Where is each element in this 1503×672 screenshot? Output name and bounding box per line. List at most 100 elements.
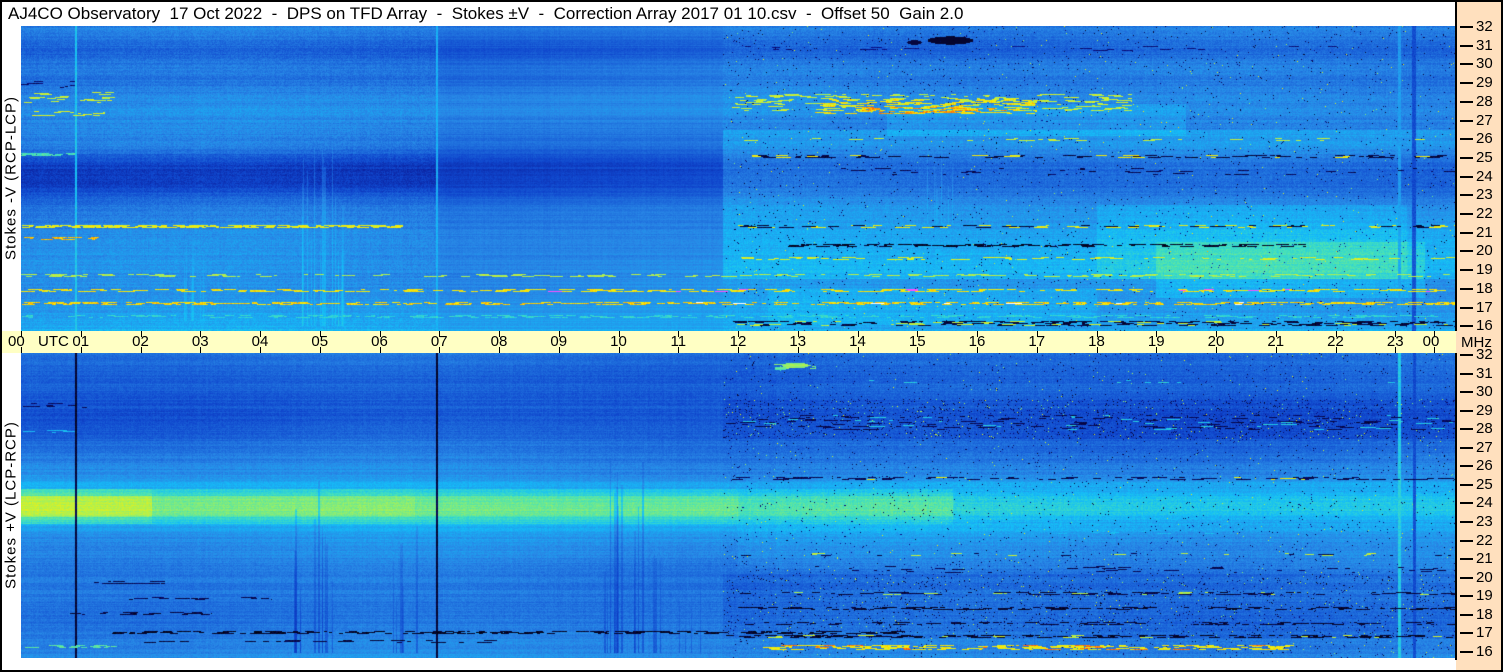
time-tick-label: 00 xyxy=(1422,333,1440,350)
freq-tick-label: 21 xyxy=(1476,550,1493,568)
freq-tick-label: 19 xyxy=(1476,587,1493,605)
time-tick-label: 15 xyxy=(908,333,926,350)
freq-tick xyxy=(1460,325,1473,328)
freq-tick-label: 31 xyxy=(1476,36,1493,54)
time-tick xyxy=(80,347,82,353)
freq-tick-label: 26 xyxy=(1476,130,1493,148)
time-axis-unit-label: UTC xyxy=(38,333,69,350)
time-tick xyxy=(319,347,321,353)
time-tick xyxy=(260,331,261,337)
time-tick-label: 22 xyxy=(1327,333,1344,350)
freq-tick xyxy=(1460,287,1473,290)
time-tick-label: 08 xyxy=(490,333,508,350)
freq-tick xyxy=(1460,372,1473,375)
freq-tick-label: 27 xyxy=(1476,438,1493,456)
time-tick xyxy=(618,331,620,337)
freq-tick xyxy=(1460,175,1473,178)
time-tick xyxy=(558,331,560,337)
time-tick xyxy=(1275,347,1277,353)
time-tick xyxy=(260,347,261,353)
freq-tick xyxy=(1460,82,1473,85)
freq-tick xyxy=(1460,446,1473,449)
time-tick xyxy=(678,347,680,353)
time-tick-label: 20 xyxy=(1207,333,1225,350)
time-tick xyxy=(977,331,978,337)
freq-tick xyxy=(1460,632,1473,635)
time-tick xyxy=(80,331,82,337)
axis-separator-line xyxy=(1455,353,1457,660)
ylabel-stokes-plus-v: Stokes +V (LCP-RCP) xyxy=(2,421,20,589)
freq-tick xyxy=(1460,119,1473,122)
freq-tick-label: 20 xyxy=(1476,568,1493,586)
time-tick-label: 18 xyxy=(1088,333,1105,350)
time-tick xyxy=(1275,331,1277,337)
freq-tick xyxy=(1460,483,1473,486)
time-tick xyxy=(499,347,500,353)
frequency-unit-label: MHz xyxy=(1461,334,1492,351)
time-tick xyxy=(439,331,441,337)
time-tick xyxy=(1216,331,1217,337)
freq-tick-label: 28 xyxy=(1476,92,1493,110)
frequency-axis: 32 31 30 29 28 27 26 25 24 23 22 21 20 19 18 17 16 32 31 30… xyxy=(1456,2,1501,670)
time-tick-label: 21 xyxy=(1267,333,1285,350)
ylabel-stokes-minus-v: Stokes -V (RCP-LCP) xyxy=(2,95,20,261)
freq-tick xyxy=(1460,63,1473,66)
time-tick xyxy=(21,347,22,353)
freq-tick-label: 17 xyxy=(1476,624,1493,642)
time-tick-label: 05 xyxy=(311,333,329,350)
time-tick xyxy=(1335,347,1337,353)
time-tick xyxy=(917,331,919,337)
time-tick xyxy=(917,347,919,353)
freq-tick-label: 23 xyxy=(1476,186,1493,204)
freq-tick-label: 22 xyxy=(1476,205,1493,222)
time-tick xyxy=(379,347,381,353)
freq-tick xyxy=(1460,213,1473,215)
freq-tick xyxy=(1460,409,1473,412)
time-tick xyxy=(678,331,680,337)
time-tick xyxy=(738,331,739,337)
time-tick xyxy=(797,331,799,337)
freq-tick xyxy=(1460,465,1473,468)
freq-tick xyxy=(1460,576,1473,579)
time-tick xyxy=(977,347,978,353)
time-tick-label: 07 xyxy=(430,333,448,350)
freq-tick xyxy=(1460,26,1473,28)
freq-tick xyxy=(1460,428,1473,431)
freq-tick-label: 25 xyxy=(1476,475,1493,493)
time-tick xyxy=(857,347,859,353)
time-tick xyxy=(618,347,620,353)
freq-tick xyxy=(1460,613,1473,616)
freq-tick-label: 18 xyxy=(1476,605,1493,623)
time-tick xyxy=(200,347,202,353)
time-tick xyxy=(1156,347,1158,353)
freq-tick xyxy=(1460,156,1473,159)
time-tick-label: 14 xyxy=(849,333,866,350)
freq-tick-label: 32 xyxy=(1476,346,1493,363)
time-tick-label: 13 xyxy=(789,333,807,350)
time-tick xyxy=(797,347,799,353)
time-tick xyxy=(1096,347,1098,353)
time-tick-label: 23 xyxy=(1386,333,1404,350)
time-tick xyxy=(21,331,22,337)
time-tick xyxy=(1395,331,1397,337)
time-tick xyxy=(439,347,441,353)
freq-tick xyxy=(1460,539,1473,542)
time-tick xyxy=(857,331,859,337)
freq-tick-label: 22 xyxy=(1476,531,1493,549)
freq-tick-label: 16 xyxy=(1476,642,1493,660)
freq-tick-label: 26 xyxy=(1476,457,1493,475)
spectrogram-heatmap-stokes-plus-v xyxy=(21,353,1455,658)
freq-tick-label: 24 xyxy=(1476,494,1493,512)
time-tick xyxy=(1434,331,1435,337)
freq-tick-label: 19 xyxy=(1476,261,1493,279)
time-tick xyxy=(1434,347,1435,353)
freq-tick-label: 20 xyxy=(1476,242,1493,260)
freq-tick-label: 24 xyxy=(1476,167,1493,185)
freq-tick-label: 21 xyxy=(1476,223,1493,241)
time-tick xyxy=(319,331,321,337)
time-tick xyxy=(379,331,381,337)
time-tick-label: 03 xyxy=(191,333,209,350)
freq-tick xyxy=(1460,100,1473,103)
freq-tick xyxy=(1460,44,1473,47)
